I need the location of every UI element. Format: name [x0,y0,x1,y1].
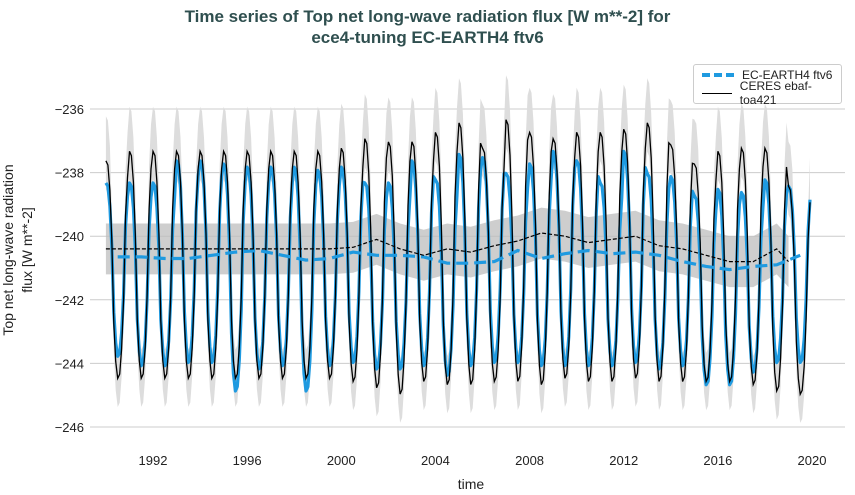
y-axis-label-line1: Top net long-wave radiation [0,164,16,335]
x-tick-label: 2016 [703,453,732,468]
chart-title: Time series of Top net long-wave radiati… [0,6,855,48]
x-tick-label: 2000 [327,453,356,468]
y-tick-label: −236 [55,102,84,117]
legend-label-model: EC-EARTH4 ftv6 [742,68,833,82]
legend-swatch-model [702,73,734,77]
model-monthly-line [104,149,812,393]
legend-item-model: EC-EARTH4 ftv6 [702,67,832,83]
legend-item-obs: CERES ebaf-toa421 [702,79,841,107]
y-tick-label: −242 [55,293,84,308]
chart-title-line1: Time series of Top net long-wave radiati… [184,7,671,26]
x-axis-label: time [458,476,485,492]
x-tick-label: 1992 [139,453,168,468]
y-tick-label: −238 [55,166,84,181]
x-tick-label: 2008 [515,453,544,468]
x-tick-label: 2012 [609,453,638,468]
y-tick-label: −246 [55,420,84,435]
legend-label-obs: CERES ebaf-toa421 [739,79,812,107]
x-tick-label: 2020 [798,453,827,468]
y-tick-label: −244 [55,356,84,371]
legend-swatch-obs [702,92,732,94]
obs-monthly-line [105,119,811,397]
legend: EC-EARTH4 ftv6 CERES ebaf-toa421 [693,64,842,107]
x-tick-label: 2004 [421,453,450,468]
y-tick-label: −240 [55,229,84,244]
y-axis-label-line2: flux [W m**-2] [19,207,35,293]
chart-title-line2: ece4-tuning EC-EARTH4 ftv6 [311,28,544,47]
x-tick-label: 1996 [233,453,262,468]
model-annual-mean-line [117,248,801,272]
